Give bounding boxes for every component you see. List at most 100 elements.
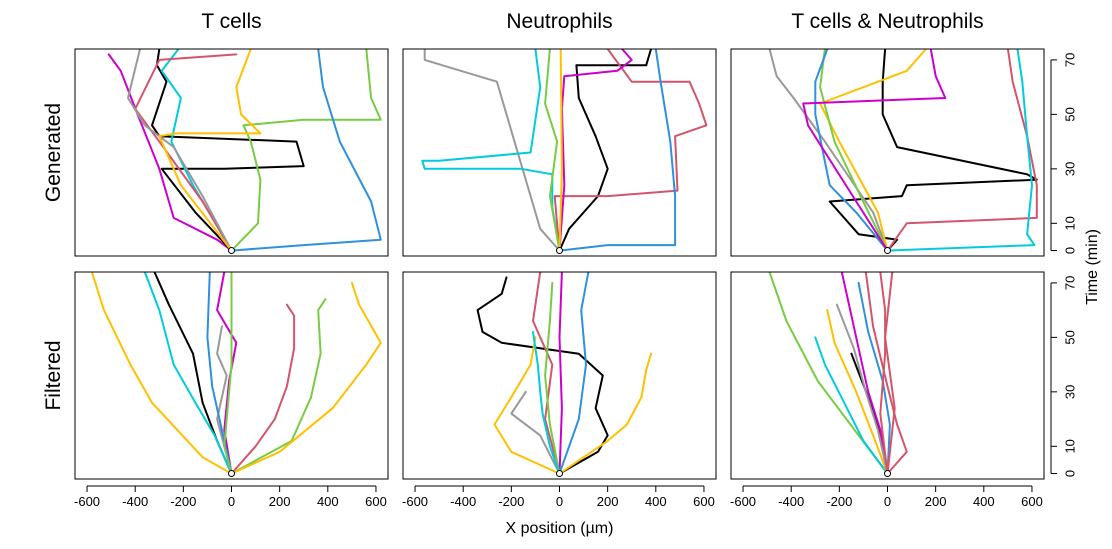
track-1-1-6 [558, 272, 590, 475]
y-tick-label: 30 [1062, 162, 1077, 176]
x-axis-title: X position (µm) [506, 520, 614, 537]
x-tick-label: 0 [556, 494, 563, 509]
x-tick-label: 200 [597, 494, 619, 509]
track-0-2-3 [886, 49, 1036, 252]
y-tick-label: 50 [1062, 330, 1077, 344]
track-0-2-7 [802, 49, 947, 252]
track-1-1-5 [558, 272, 563, 475]
x-tick-label: 400 [317, 494, 339, 509]
y-tick-label: 30 [1062, 385, 1077, 399]
track-0-1-2 [421, 49, 561, 252]
track-1-0-4 [230, 281, 382, 475]
track-1-2-7 [835, 303, 889, 475]
origin-marker [228, 470, 235, 478]
track-1-0-6 [216, 272, 238, 475]
track-0-1-1 [558, 49, 652, 252]
x-tick-label: -400 [778, 494, 804, 509]
track-1-2-2 [850, 352, 889, 475]
y-axis-title: Time (min) [1084, 229, 1101, 305]
y-tick-label: 50 [1062, 107, 1077, 121]
track-0-0-6 [158, 49, 262, 252]
x-axis-0: -600 -400 -200 0 200 400 600 [74, 485, 387, 509]
panel-frame [74, 48, 389, 257]
panel-frame [402, 48, 717, 257]
x-tick-label: 400 [645, 494, 667, 509]
x-tick-label: -400 [122, 494, 148, 509]
column-title-1: Neutrophils [506, 10, 612, 33]
origin-marker [228, 247, 235, 255]
track-1-1-0 [476, 276, 609, 475]
track-1-2-3 [864, 272, 908, 475]
x-tick-label: 600 [693, 494, 715, 509]
row-label-1: Filtered [42, 340, 65, 410]
y-tick-label: 10 [1062, 216, 1077, 230]
panel-1-1 [402, 271, 717, 480]
origin-marker [884, 470, 891, 478]
track-1-0-2 [230, 303, 296, 475]
track-0-1-7 [558, 49, 563, 252]
y-axis-0: 0 10 30 50 70 [1050, 53, 1077, 254]
panel-frame [730, 271, 1045, 480]
track-1-2-6 [826, 309, 889, 475]
track-0-0-0 [107, 53, 233, 252]
panel-frame [74, 271, 389, 480]
track-1-0-3 [230, 298, 327, 475]
y-tick-label: 0 [1062, 247, 1077, 254]
track-1-0-0 [90, 272, 233, 475]
track-1-1-1 [558, 352, 652, 475]
track-1-1-4 [532, 272, 561, 475]
track-0-0-3 [134, 53, 238, 252]
track-0-2-5 [819, 49, 889, 252]
track-1-0-8 [143, 272, 233, 475]
track-1-2-4 [840, 272, 889, 475]
x-tick-label: 200 [925, 494, 947, 509]
track-0-0-1 [151, 49, 305, 252]
x-tick-label: -600 [730, 494, 756, 509]
x-axis-2: -600 -400 -200 0 200 400 600 [730, 485, 1043, 509]
track-1-1-2 [493, 336, 561, 475]
panel-frame [730, 48, 1045, 257]
track-0-2-1 [768, 49, 889, 252]
x-tick-label: -600 [74, 494, 100, 509]
panel-frame [402, 271, 717, 480]
panel-0-1 [402, 48, 717, 257]
x-tick-label: -200 [170, 494, 196, 509]
x-tick-label: -600 [402, 494, 428, 509]
track-1-1-7 [544, 281, 561, 475]
y-tick-label: 70 [1062, 276, 1077, 290]
track-0-0-7 [230, 49, 382, 252]
x-tick-label: 0 [884, 494, 891, 509]
track-0-1-5 [558, 49, 677, 252]
panel-1-2 [730, 271, 1045, 480]
track-0-2-0 [828, 49, 1038, 252]
track-1-1-8 [532, 330, 561, 475]
track-1-1-3 [510, 390, 561, 475]
x-tick-label: -200 [498, 494, 524, 509]
row-label-0: Generated [42, 103, 65, 202]
panel-1-0 [74, 271, 389, 480]
track-0-2-2 [886, 49, 1038, 252]
track-1-2-1 [814, 336, 889, 475]
track-0-1-6 [544, 49, 561, 252]
x-tick-label: 600 [1021, 494, 1043, 509]
panel-0-0 [74, 48, 389, 257]
x-tick-label: -200 [826, 494, 852, 509]
track-1-0-1 [153, 272, 233, 475]
x-tick-label: -400 [450, 494, 476, 509]
track-0-1-0 [423, 49, 561, 252]
column-title-0: T cells [201, 10, 261, 33]
panel-0-2 [730, 48, 1045, 257]
track-1-2-9 [884, 272, 896, 475]
x-tick-label: 200 [269, 494, 291, 509]
origin-marker [556, 247, 563, 255]
x-tick-label: 600 [365, 494, 387, 509]
x-tick-label: 0 [228, 494, 235, 509]
y-axis-1: 0 10 30 50 70 [1050, 276, 1077, 477]
y-tick-label: 70 [1062, 53, 1077, 67]
x-axis-1: -600 -400 -200 0 200 400 600 [402, 485, 715, 509]
track-1-2-8 [879, 272, 889, 475]
track-0-0-5 [230, 49, 382, 252]
track-1-0-9 [223, 272, 233, 475]
y-tick-label: 0 [1062, 470, 1077, 477]
track-0-0-2 [160, 49, 233, 252]
